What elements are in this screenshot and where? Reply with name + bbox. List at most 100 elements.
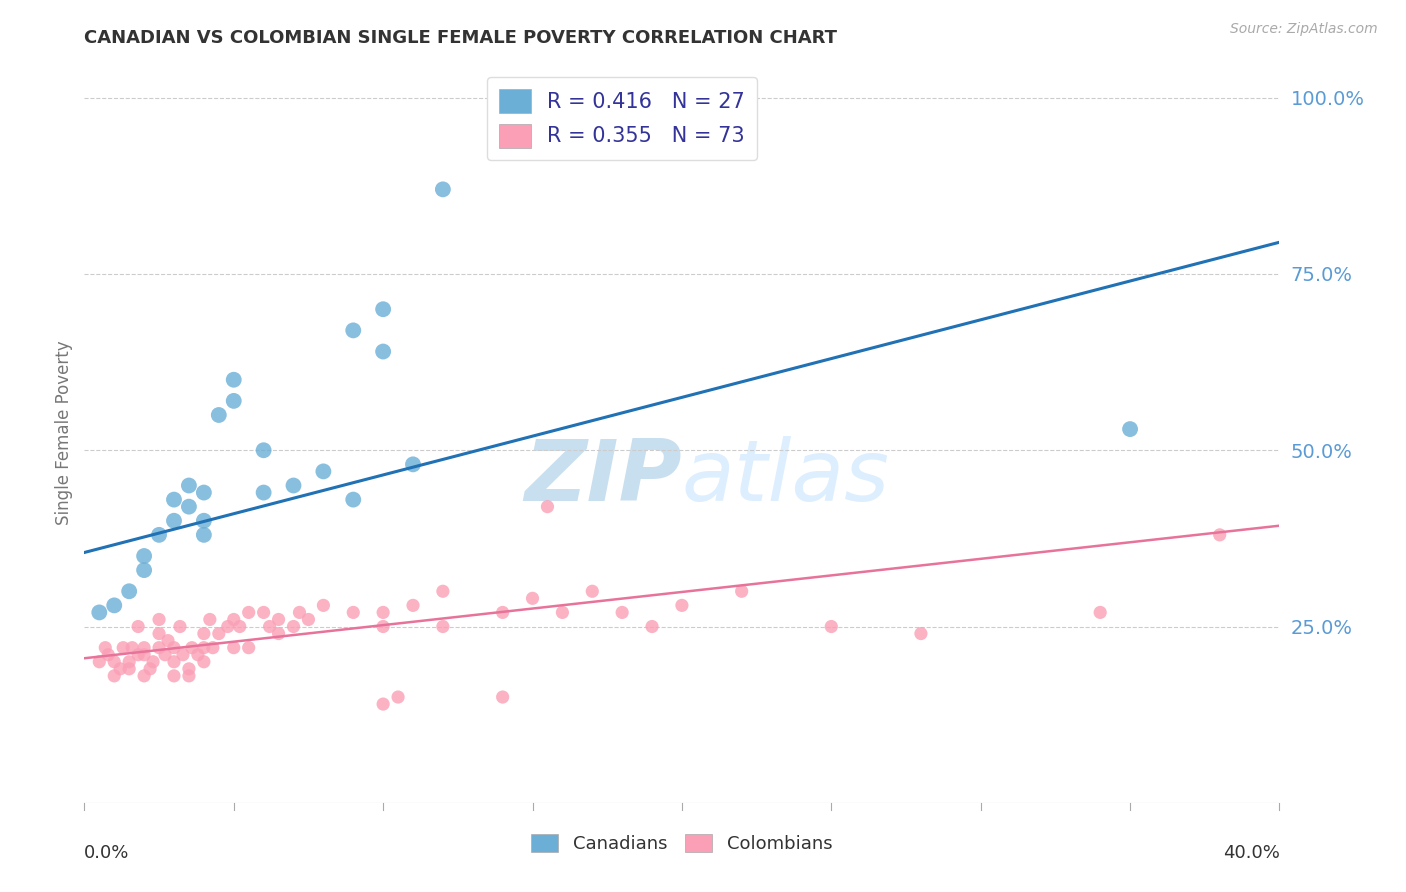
- Point: [148, 528, 170, 542]
- Text: Source: ZipAtlas.com: Source: ZipAtlas.com: [1230, 22, 1378, 37]
- Point: [193, 626, 215, 640]
- Point: [193, 655, 215, 669]
- Point: [1090, 606, 1112, 620]
- Point: [612, 606, 634, 620]
- Point: [121, 640, 143, 655]
- Point: [163, 492, 186, 507]
- Point: [132, 640, 156, 655]
- Point: [177, 662, 200, 676]
- Point: [387, 690, 409, 704]
- Point: [283, 619, 305, 633]
- Point: [148, 626, 170, 640]
- Text: 40.0%: 40.0%: [1223, 844, 1279, 862]
- Point: [342, 323, 364, 337]
- Point: [228, 619, 252, 633]
- Point: [671, 599, 693, 613]
- Point: [118, 662, 141, 676]
- Point: [89, 606, 111, 620]
- Point: [97, 648, 120, 662]
- Point: [132, 648, 156, 662]
- Point: [731, 584, 754, 599]
- Point: [172, 648, 194, 662]
- Point: [253, 606, 276, 620]
- Point: [342, 606, 364, 620]
- Point: [373, 619, 395, 633]
- Point: [177, 478, 200, 492]
- Point: [148, 640, 170, 655]
- Point: [103, 655, 125, 669]
- Point: [641, 619, 664, 633]
- Point: [118, 584, 141, 599]
- Point: [163, 669, 186, 683]
- Point: [432, 584, 454, 599]
- Point: [127, 648, 149, 662]
- Y-axis label: Single Female Poverty: Single Female Poverty: [55, 341, 73, 524]
- Point: [118, 655, 141, 669]
- Point: [139, 662, 162, 676]
- Point: [127, 619, 149, 633]
- Point: [297, 612, 319, 626]
- Point: [193, 485, 215, 500]
- Point: [432, 182, 454, 196]
- Point: [288, 606, 311, 620]
- Point: [373, 697, 395, 711]
- Point: [259, 619, 281, 633]
- Point: [132, 549, 156, 563]
- Point: [522, 591, 544, 606]
- Point: [163, 514, 186, 528]
- Point: [177, 669, 200, 683]
- Text: ZIP: ZIP: [524, 435, 682, 518]
- Point: [193, 640, 215, 655]
- Point: [238, 640, 260, 655]
- Point: [373, 302, 395, 317]
- Point: [217, 619, 239, 633]
- Point: [132, 669, 156, 683]
- Point: [193, 514, 215, 528]
- Point: [103, 669, 125, 683]
- Legend: Canadians, Colombians: Canadians, Colombians: [524, 827, 839, 861]
- Point: [163, 640, 186, 655]
- Point: [222, 373, 245, 387]
- Point: [112, 640, 135, 655]
- Point: [253, 485, 276, 500]
- Point: [342, 492, 364, 507]
- Point: [820, 619, 842, 633]
- Point: [142, 655, 165, 669]
- Point: [208, 408, 231, 422]
- Point: [551, 606, 574, 620]
- Text: atlas: atlas: [682, 435, 890, 518]
- Point: [157, 633, 180, 648]
- Point: [89, 655, 111, 669]
- Point: [402, 458, 425, 472]
- Point: [1119, 422, 1142, 436]
- Point: [148, 612, 170, 626]
- Point: [222, 393, 245, 408]
- Point: [373, 344, 395, 359]
- Point: [432, 619, 454, 633]
- Point: [94, 640, 117, 655]
- Point: [181, 640, 204, 655]
- Text: 0.0%: 0.0%: [84, 844, 129, 862]
- Point: [910, 626, 932, 640]
- Point: [153, 648, 176, 662]
- Point: [222, 612, 245, 626]
- Point: [187, 648, 209, 662]
- Point: [267, 612, 290, 626]
- Point: [201, 640, 224, 655]
- Point: [110, 662, 132, 676]
- Point: [1209, 528, 1232, 542]
- Point: [238, 606, 260, 620]
- Point: [163, 655, 186, 669]
- Point: [373, 606, 395, 620]
- Text: CANADIAN VS COLOMBIAN SINGLE FEMALE POVERTY CORRELATION CHART: CANADIAN VS COLOMBIAN SINGLE FEMALE POVE…: [84, 29, 838, 47]
- Point: [222, 640, 245, 655]
- Point: [253, 443, 276, 458]
- Point: [312, 599, 335, 613]
- Point: [132, 563, 156, 577]
- Point: [581, 584, 603, 599]
- Point: [492, 606, 515, 620]
- Point: [492, 690, 515, 704]
- Point: [169, 619, 191, 633]
- Point: [198, 612, 221, 626]
- Point: [193, 528, 215, 542]
